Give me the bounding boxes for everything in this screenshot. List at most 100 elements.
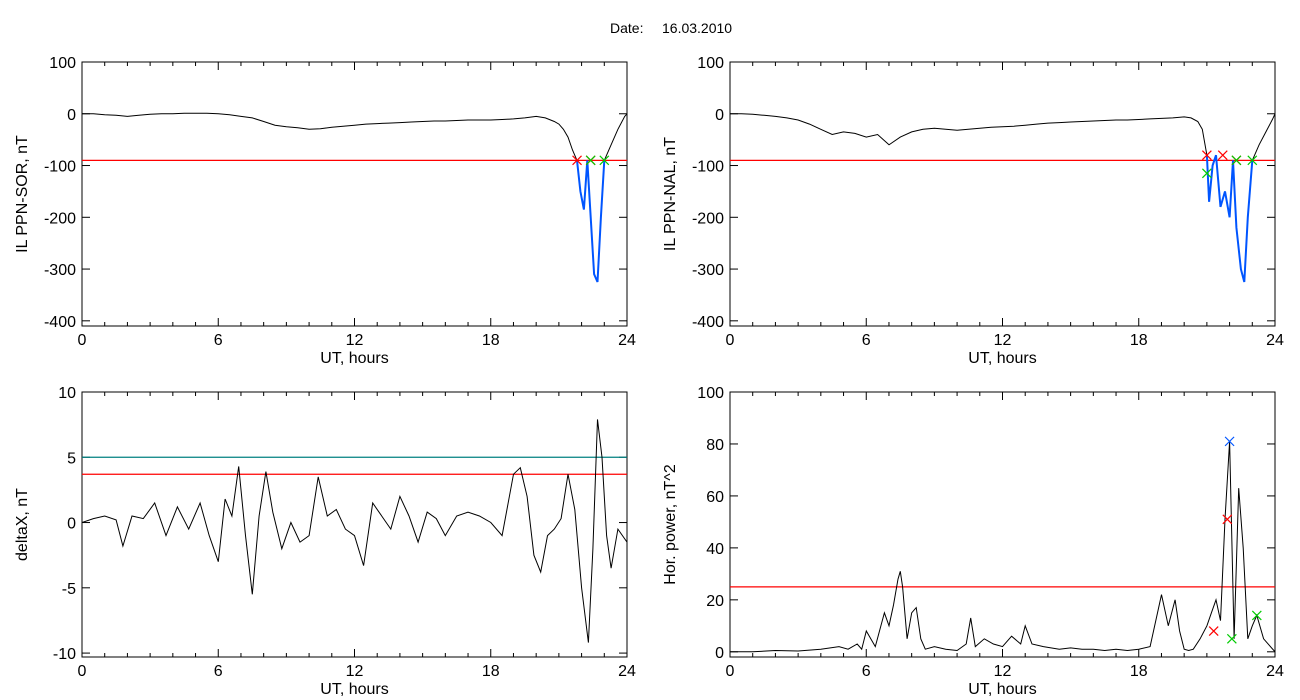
series-line [730, 441, 1275, 653]
marker [1208, 626, 1219, 636]
x-tick-label: 6 [862, 332, 871, 349]
marker [585, 155, 596, 166]
chart-bottom-left: 0 6 12 18 24 10 5 0 -5 -10 UT, hours deltaX, nT [14, 385, 636, 698]
x-tick-label: 12 [346, 663, 364, 680]
plot-area [730, 436, 1275, 653]
x-tick-label: 24 [618, 663, 636, 680]
x-axis-label: UT, hours [968, 350, 1036, 367]
marker [1201, 150, 1212, 161]
x-tick-label: 24 [1266, 663, 1284, 680]
plot-area [82, 112, 627, 283]
y-tick-label: 100 [697, 55, 724, 72]
y-axis-label: IL PPN-SOR, nT [14, 135, 31, 253]
plot-frame [729, 61, 1276, 327]
x-tick-label: 6 [214, 332, 223, 349]
marker-stroke [1231, 155, 1242, 166]
x-axis-label: UT, hours [320, 681, 388, 698]
series-line [576, 160, 606, 283]
y-tick-label: -100 [44, 159, 76, 176]
y-tick-label: -300 [44, 262, 76, 279]
plot-area [82, 419, 627, 643]
x-tick-label: 18 [482, 663, 500, 680]
marker [1247, 155, 1258, 166]
marker [1251, 610, 1262, 621]
y-tick-label: -300 [692, 262, 724, 279]
marker [1226, 633, 1237, 644]
y-axis-label: deltaX, nT [14, 488, 31, 561]
y-tick-label: 0 [67, 516, 76, 533]
marker-stroke [572, 155, 582, 166]
plot-frame [729, 391, 1276, 658]
y-tick-label: 0 [67, 107, 76, 124]
marker-stroke [599, 155, 610, 166]
x-axis-label: UT, hours [320, 350, 388, 367]
series-line [82, 112, 578, 161]
y-tick-label: -400 [692, 314, 724, 331]
marker [1224, 436, 1235, 447]
plot-area [730, 113, 1275, 283]
marker [1201, 168, 1212, 179]
marker-stroke [1247, 155, 1258, 166]
marker-stroke [585, 155, 596, 166]
marker-stroke [1222, 514, 1233, 525]
series-line [1205, 154, 1254, 283]
series-line [1251, 113, 1275, 161]
date-label: Date: [610, 20, 643, 36]
marker-stroke [1251, 610, 1262, 621]
marker-stroke [1217, 150, 1228, 161]
marker-stroke [1226, 633, 1237, 644]
marker-stroke [1208, 626, 1219, 636]
marker-stroke [1201, 150, 1212, 161]
y-tick-label: -10 [53, 646, 76, 663]
x-tick-label: 12 [994, 663, 1012, 680]
x-tick-label: 18 [1130, 332, 1148, 349]
x-tick-label: 12 [994, 332, 1012, 349]
x-tick-label: 18 [1130, 663, 1148, 680]
series-line [603, 113, 627, 161]
marker [572, 155, 582, 166]
y-tick-label: -200 [44, 210, 76, 227]
y-tick-label: 40 [706, 541, 724, 558]
y-tick-label: -5 [62, 581, 76, 598]
marker [1231, 155, 1242, 166]
chart-bottom-right: 0 6 12 18 24 100 80 60 40 20 0 UT, hours Hor. power,… [662, 385, 1284, 698]
marker [1217, 150, 1228, 161]
y-tick-label: 80 [706, 437, 724, 454]
x-tick-label: 0 [78, 663, 87, 680]
plot-frame [81, 61, 628, 327]
x-tick-label: 6 [862, 663, 871, 680]
x-tick-label: 12 [346, 332, 364, 349]
y-tick-label: 0 [715, 645, 724, 662]
plot-frame [81, 391, 628, 658]
y-tick-label: -400 [44, 314, 76, 331]
x-tick-label: 0 [726, 332, 735, 349]
y-axis-label: IL PPN-NAL, nT [662, 137, 679, 251]
chart-top-right: 0 6 12 18 24 100 0 -100 -200 -300 -400 UT, hours IL … [662, 55, 1284, 367]
x-tick-label: 24 [1266, 332, 1284, 349]
x-tick-label: 0 [726, 663, 735, 680]
y-axis-label: Hor. power, nT^2 [662, 464, 679, 585]
date-value: 16.03.2010 [662, 20, 732, 36]
marker-stroke [1201, 168, 1212, 179]
x-axis-label: UT, hours [968, 681, 1036, 698]
series-line [82, 419, 627, 643]
series-line [730, 113, 1208, 156]
x-tick-label: 18 [482, 332, 500, 349]
x-tick-label: 0 [78, 332, 87, 349]
y-tick-label: 60 [706, 489, 724, 506]
y-tick-label: 100 [697, 385, 724, 402]
y-tick-label: -200 [692, 210, 724, 227]
y-tick-label: 5 [67, 450, 76, 467]
y-tick-label: 0 [715, 107, 724, 124]
y-tick-label: 10 [58, 385, 76, 402]
marker [1222, 514, 1233, 525]
y-tick-label: 20 [706, 593, 724, 610]
x-tick-label: 6 [214, 663, 223, 680]
chart-top-left: 0 6 12 18 24 100 0 -100 -200 -300 -400 UT, hours IL … [14, 55, 636, 367]
x-tick-label: 24 [618, 332, 636, 349]
y-tick-label: 100 [49, 55, 76, 72]
y-tick-label: -100 [692, 159, 724, 176]
marker-stroke [1224, 436, 1235, 447]
